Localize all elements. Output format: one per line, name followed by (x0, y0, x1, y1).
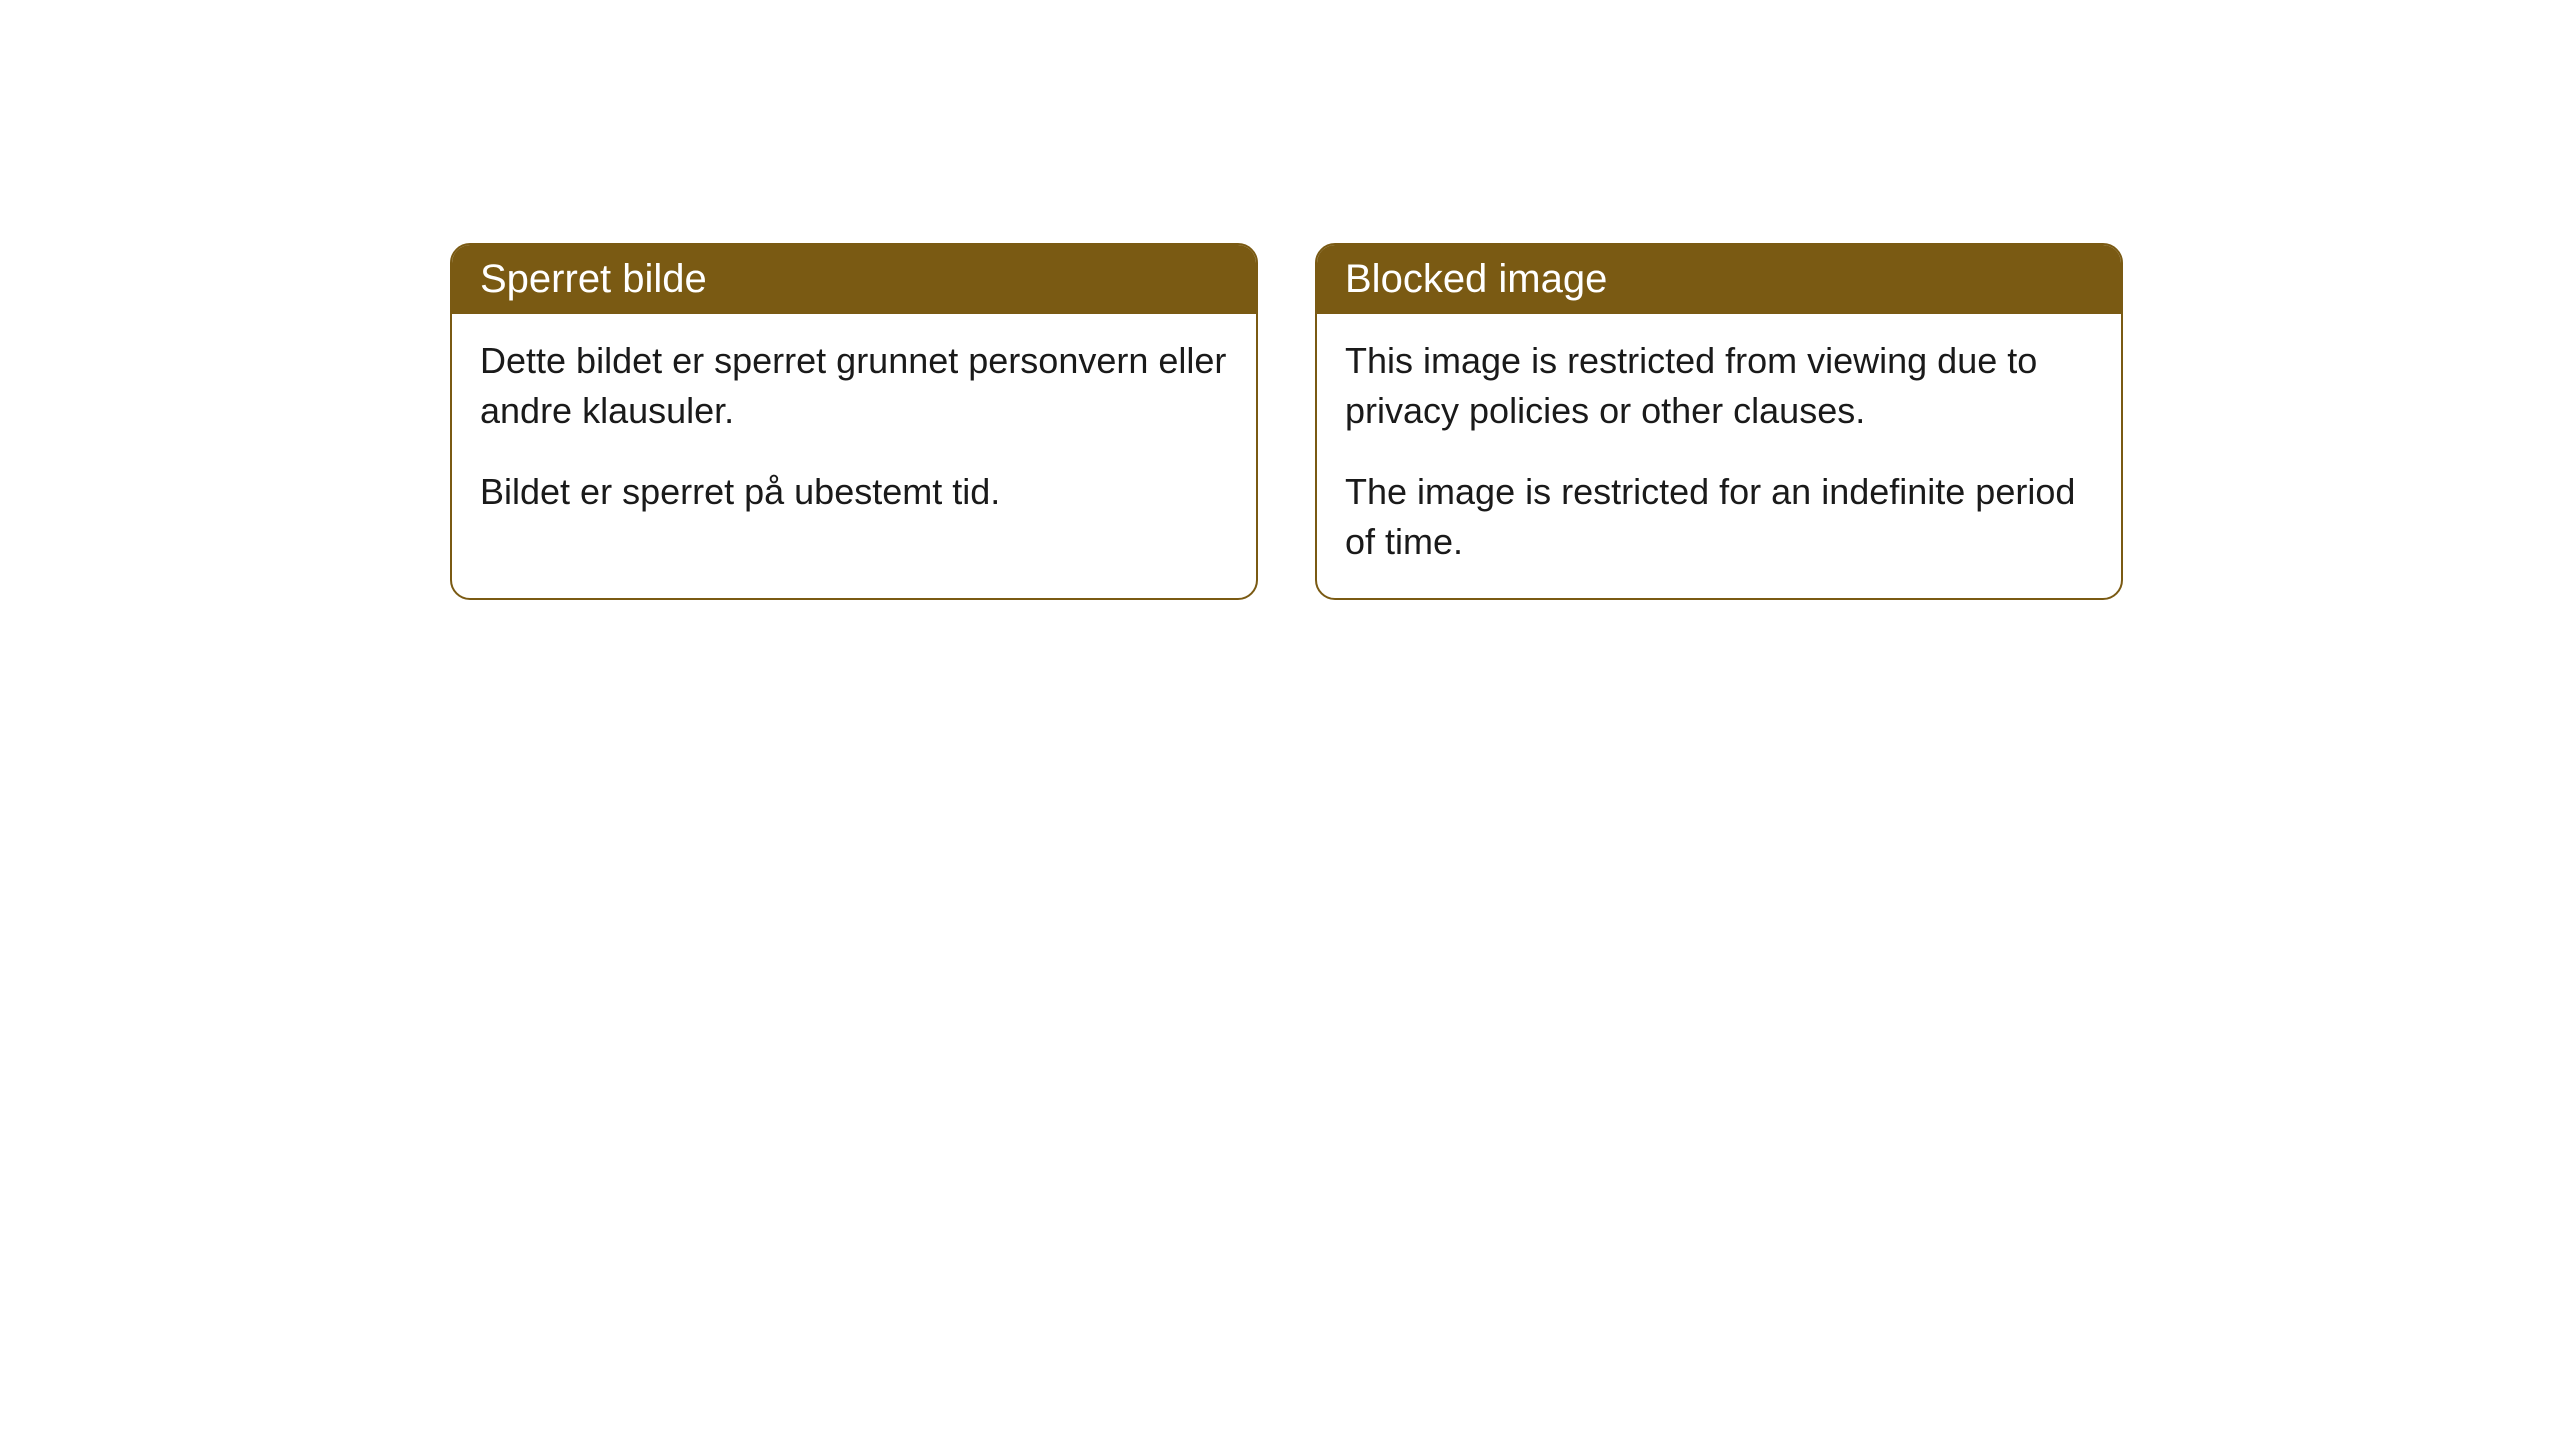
card-header: Blocked image (1317, 245, 2121, 314)
notice-card-english: Blocked image This image is restricted f… (1315, 243, 2123, 600)
card-body: This image is restricted from viewing du… (1317, 314, 2121, 598)
notice-paragraph: Dette bildet er sperret grunnet personve… (480, 336, 1228, 437)
notice-card-norwegian: Sperret bilde Dette bildet er sperret gr… (450, 243, 1258, 600)
notice-cards-container: Sperret bilde Dette bildet er sperret gr… (450, 243, 2560, 600)
card-title: Sperret bilde (480, 257, 707, 301)
notice-paragraph: The image is restricted for an indefinit… (1345, 467, 2093, 568)
card-body: Dette bildet er sperret grunnet personve… (452, 314, 1256, 547)
notice-paragraph: Bildet er sperret på ubestemt tid. (480, 467, 1228, 517)
card-title: Blocked image (1345, 257, 1607, 301)
card-header: Sperret bilde (452, 245, 1256, 314)
notice-paragraph: This image is restricted from viewing du… (1345, 336, 2093, 437)
